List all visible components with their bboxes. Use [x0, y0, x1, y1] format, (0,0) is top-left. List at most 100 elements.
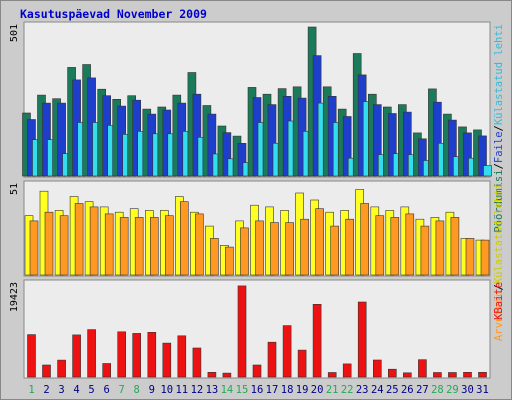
bar-bottom-s0-14	[222, 372, 232, 378]
bar-middle-s1-17	[270, 222, 279, 276]
x-tick-label: 29	[446, 384, 459, 396]
x-tick-label: 22	[341, 384, 354, 396]
legend-item: Faile	[493, 131, 505, 163]
bar-middle-s1-12	[195, 213, 204, 276]
bar-top-s1-30	[463, 132, 472, 177]
bar-middle-s1-6	[104, 213, 114, 276]
bar-bottom-s0-18	[282, 325, 292, 378]
ymax-label-middle: 51	[9, 183, 20, 195]
bar-bottom-s0-2	[42, 364, 51, 378]
bar-bottom-s0-29	[448, 372, 457, 378]
x-tick-label: 18	[281, 384, 294, 396]
bar-middle-s1-7	[119, 217, 129, 276]
bar-top-s1-12	[192, 93, 202, 177]
bar-middle-s1-24	[375, 215, 385, 276]
bar-bottom-s0-9	[147, 331, 157, 378]
bar-top-s1-31	[478, 135, 487, 177]
x-tick-label: 4	[73, 384, 79, 396]
bar-bottom-s0-28	[433, 372, 442, 378]
x-tick-label: 1	[28, 384, 34, 396]
bar-middle-s1-22	[345, 218, 355, 276]
panels-layer: 501 51 19423	[9, 21, 492, 379]
bar-top-s1-14	[222, 132, 232, 177]
x-tick-label: 11	[175, 384, 188, 396]
ymax-label-bottom: 19423	[9, 282, 20, 312]
x-tick-label: 10	[160, 384, 173, 396]
bar-top-s2-31	[483, 165, 492, 177]
bar-top-s1-22	[342, 116, 352, 177]
bar-middle-s1-11	[180, 201, 189, 276]
x-tick-label: 17	[266, 384, 279, 396]
bar-bottom-s0-21	[327, 372, 337, 378]
bar-bottom-s0-8	[132, 333, 141, 378]
x-tick-label: 27	[416, 384, 429, 396]
bar-middle-s1-8	[134, 217, 144, 276]
plot-area-bottom	[23, 279, 491, 379]
bar-middle-s1-4	[74, 203, 84, 276]
legend-item: Pöördumisi	[493, 169, 505, 232]
bar-middle-s1-27	[420, 225, 430, 276]
x-tick-label: 28	[431, 384, 444, 396]
legend-item: KBaite	[493, 282, 505, 320]
bar-middle-s1-28	[435, 220, 445, 276]
x-tick-label: 31	[476, 384, 489, 396]
bar-middle-s1-21	[330, 225, 340, 276]
bar-bottom-s0-26	[402, 372, 412, 378]
bar-bottom-s0-6	[102, 363, 111, 378]
bar-middle-s1-26	[405, 213, 415, 276]
legend-item: /	[493, 125, 505, 131]
panel-bottom: 19423	[9, 279, 491, 379]
bar-top-s1-25	[387, 113, 397, 177]
x-tick-label: 30	[461, 384, 474, 396]
bar-top-s1-24	[372, 104, 382, 177]
bar-middle-s1-5	[89, 206, 99, 276]
bar-middle-s1-16	[255, 220, 264, 276]
legend-item: Külastatud lehti	[493, 183, 505, 284]
x-tick-label: 8	[134, 384, 140, 396]
bar-bottom-s0-25	[387, 368, 397, 378]
bar-middle-s1-15	[240, 227, 249, 276]
x-tick-label: 20	[311, 384, 324, 396]
x-tick-label: 13	[206, 384, 219, 396]
bar-bottom-s0-22	[342, 363, 352, 378]
bar-top-s1-13	[207, 113, 217, 177]
bar-middle-s1-2	[44, 211, 54, 276]
x-axis: 1 2 3 4 5 6 7 8 9 10 11 12 13 14 15 16 17 18 19 20 21 22 23 24 2…	[28, 384, 488, 396]
panel-top: 501	[9, 21, 492, 178]
legend-middle_panel: Arvuteid/Külastatud lehti	[493, 183, 505, 341]
bar-bottom-s0-7	[117, 331, 126, 378]
x-tick-label: 14	[221, 384, 234, 396]
bar-middle-s1-20	[315, 208, 324, 276]
bar-top-s1-26	[402, 111, 412, 177]
bar-top-s1-3	[57, 102, 66, 177]
bar-middle-s1-3	[59, 215, 69, 276]
bar-bottom-s0-4	[72, 334, 81, 378]
panel-middle: 51	[9, 180, 491, 277]
bar-bottom-s0-31	[478, 371, 487, 378]
x-tick-label: 2	[43, 384, 49, 396]
legend-item: Külastatud lehti	[493, 24, 505, 125]
ymax-label-top: 501	[9, 24, 20, 42]
bar-middle-s1-9	[150, 217, 159, 276]
bar-top-s1-27	[418, 138, 427, 177]
bar-top-s1-28	[433, 101, 442, 177]
bar-middle-s1-31	[480, 239, 490, 276]
bar-middle-s1-25	[390, 217, 400, 276]
legend-item: /	[493, 163, 505, 169]
legend-right: Pöördumisi/Faile/Külastatud lehtiArvutei…	[493, 24, 505, 341]
bar-bottom-s0-16	[252, 364, 262, 378]
x-tick-label: 12	[191, 384, 204, 396]
x-tick-label: 15	[236, 384, 249, 396]
x-tick-label: 25	[386, 384, 399, 396]
legend-top_panel: Pöördumisi/Faile/Külastatud lehti	[493, 24, 505, 233]
bar-middle-s1-23	[360, 203, 370, 276]
bar-bottom-s0-19	[297, 349, 307, 378]
x-tick-label: 19	[296, 384, 309, 396]
x-tick-label: 3	[58, 384, 64, 396]
x-tick-label: 6	[104, 384, 110, 396]
bar-bottom-s0-11	[177, 335, 187, 378]
bar-middle-s1-18	[285, 222, 294, 276]
bar-top-s1-17	[267, 104, 277, 177]
x-tick-label: 24	[371, 384, 384, 396]
